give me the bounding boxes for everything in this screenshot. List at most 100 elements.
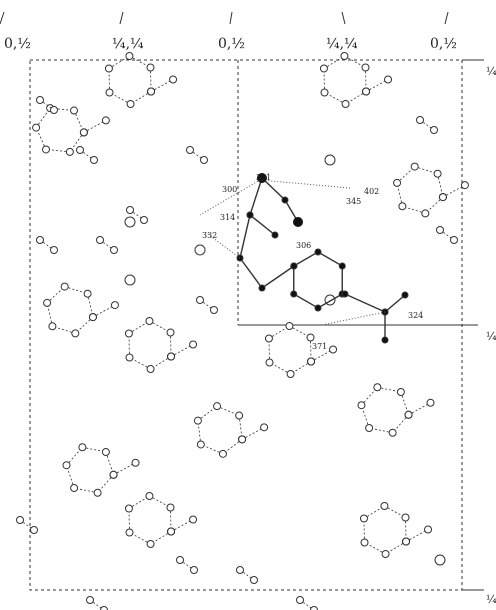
atom xyxy=(167,504,174,511)
atom xyxy=(261,424,268,431)
atom xyxy=(37,97,44,104)
bond xyxy=(129,496,171,544)
axis-tick xyxy=(230,12,232,24)
top-label: ¼,¼ xyxy=(326,36,358,52)
atom xyxy=(405,411,412,418)
atom xyxy=(132,459,139,466)
atom xyxy=(362,64,369,71)
atom xyxy=(91,157,98,164)
atom xyxy=(342,291,348,297)
atom xyxy=(382,337,388,343)
distance-label: 300 xyxy=(222,185,237,194)
molecules xyxy=(0,12,468,610)
atom xyxy=(247,212,253,218)
atom xyxy=(147,365,154,372)
top-label: 0,½ xyxy=(4,36,31,52)
atom xyxy=(437,227,444,234)
atom xyxy=(168,528,175,535)
atom xyxy=(402,292,408,298)
right-label: ¼ xyxy=(486,65,496,78)
atom xyxy=(79,444,86,451)
atom xyxy=(148,88,155,95)
right-label: ¼ xyxy=(486,330,496,343)
atom xyxy=(191,567,198,574)
atom xyxy=(265,335,272,342)
atom xyxy=(42,146,49,153)
atom xyxy=(358,402,365,409)
bond xyxy=(250,215,275,235)
atom xyxy=(434,170,441,177)
axis-tick xyxy=(342,12,345,24)
atom xyxy=(272,232,278,238)
atom xyxy=(461,182,468,189)
atom xyxy=(451,237,458,244)
axis-tick xyxy=(445,12,448,24)
atom xyxy=(236,412,243,419)
atom xyxy=(72,330,79,337)
atom xyxy=(51,107,58,114)
bond xyxy=(109,56,151,104)
contact xyxy=(322,312,385,325)
atom xyxy=(251,577,258,584)
atom xyxy=(101,607,108,610)
atom xyxy=(97,237,104,244)
atom xyxy=(360,515,367,522)
atom xyxy=(307,334,314,341)
atom xyxy=(168,353,175,360)
atom xyxy=(219,450,226,457)
atom xyxy=(363,88,370,95)
atom xyxy=(201,157,208,164)
atom xyxy=(341,53,348,60)
atom xyxy=(194,417,201,424)
atom xyxy=(66,148,73,155)
atom xyxy=(177,557,184,564)
atom xyxy=(61,283,68,290)
atom xyxy=(366,424,373,431)
atom xyxy=(106,89,113,96)
atom xyxy=(315,249,321,255)
atom xyxy=(125,217,135,227)
atom xyxy=(127,207,134,214)
atom xyxy=(71,107,78,114)
atom xyxy=(94,489,101,496)
atom xyxy=(126,53,133,60)
atom xyxy=(297,597,304,604)
atom xyxy=(111,247,118,254)
right-label: ¼ xyxy=(486,593,496,606)
atom xyxy=(214,403,221,410)
atom xyxy=(147,64,154,71)
atom xyxy=(146,493,153,500)
atom xyxy=(71,484,78,491)
atom xyxy=(211,307,218,314)
atom xyxy=(259,285,265,291)
atom xyxy=(147,540,154,547)
distance-label: 345 xyxy=(346,197,361,206)
distance-label: 301 xyxy=(256,173,271,182)
bond xyxy=(345,294,405,312)
atom xyxy=(167,329,174,336)
atom xyxy=(266,359,273,366)
atom xyxy=(195,245,205,255)
atom xyxy=(110,471,117,478)
atom xyxy=(425,526,432,533)
axis-tick xyxy=(120,12,123,24)
distance-label: 332 xyxy=(202,231,217,240)
atom xyxy=(17,517,24,524)
atom xyxy=(126,354,133,361)
atom xyxy=(399,203,406,210)
atom xyxy=(315,305,321,311)
atom xyxy=(439,194,446,201)
bond xyxy=(36,108,84,152)
distance-label: 306 xyxy=(296,241,311,250)
atom xyxy=(293,217,303,227)
atom xyxy=(311,607,318,610)
atom xyxy=(126,529,133,536)
atom xyxy=(197,297,204,304)
bond xyxy=(129,321,171,369)
atom xyxy=(37,237,44,244)
atom xyxy=(125,275,135,285)
atom xyxy=(77,147,84,154)
atom xyxy=(427,399,434,406)
distance-label: 314 xyxy=(220,213,235,222)
atom xyxy=(125,330,132,337)
